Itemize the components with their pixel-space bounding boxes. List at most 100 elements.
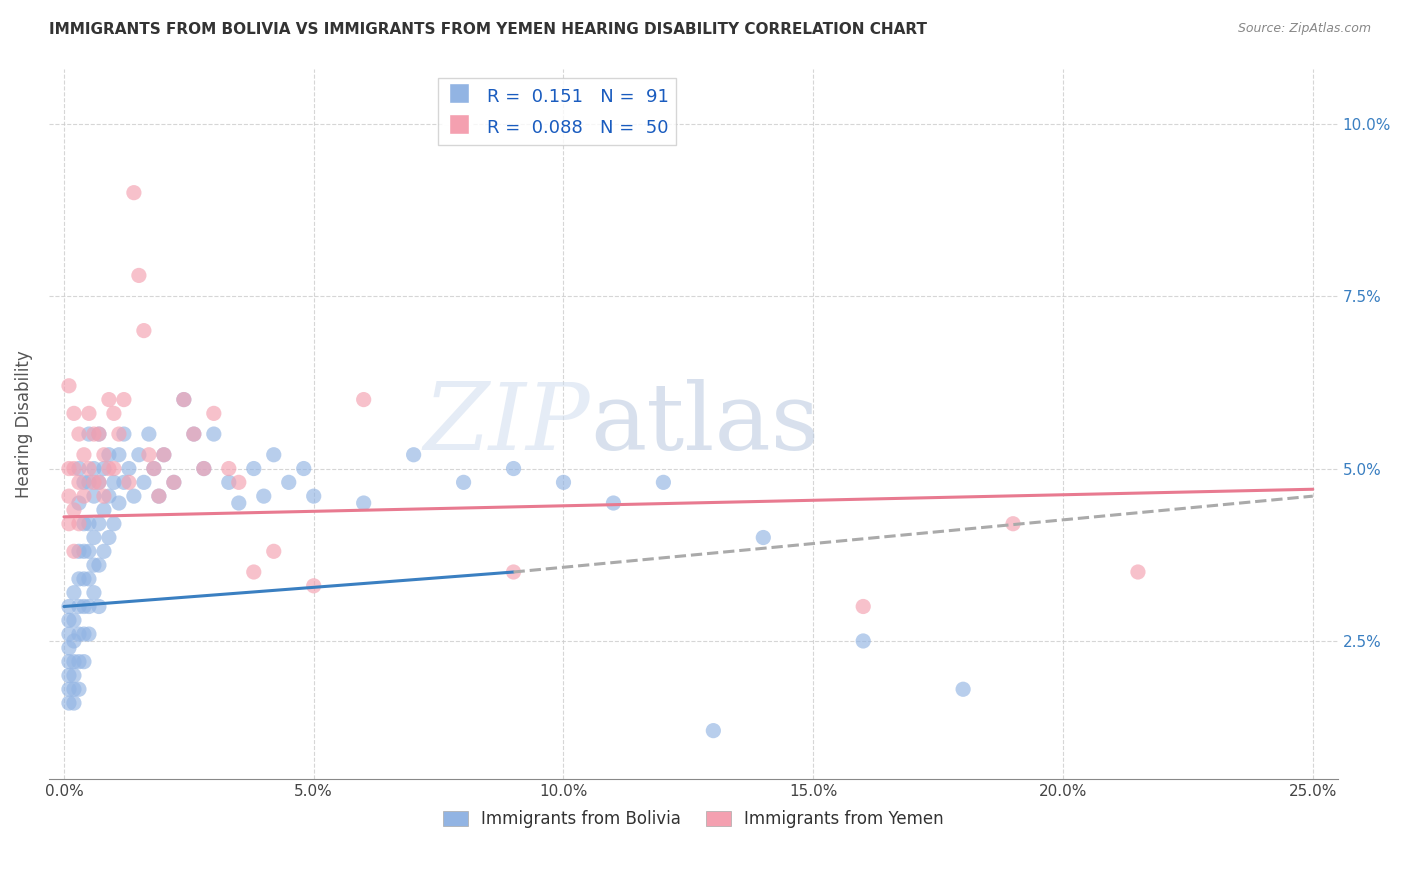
Point [118,461,141,475]
Point [228,475,250,490]
Point [97,448,120,462]
Point [67,496,90,510]
Point [97,489,120,503]
Point [132,475,155,490]
Point [173,392,195,407]
Point [58,668,80,682]
Point [112,427,135,442]
Point [402,448,425,462]
Point [63,461,86,475]
Y-axis label: Hearing Disability: Hearing Disability [15,350,32,498]
Point [58,696,80,710]
Point [218,475,240,490]
Point [63,544,86,558]
Point [77,516,100,531]
Point [292,461,315,475]
Point [242,461,264,475]
Point [87,558,110,573]
Point [97,531,120,545]
Point [218,461,240,475]
Point [67,544,90,558]
Point [302,489,325,503]
Point [63,585,86,599]
Point [63,503,86,517]
Point [183,427,205,442]
Point [83,475,105,490]
Point [952,682,974,697]
Point [73,655,96,669]
Point [253,489,276,503]
Point [67,516,90,531]
Point [83,558,105,573]
Point [148,489,170,503]
Point [852,634,875,648]
Point [93,461,115,475]
Point [138,427,160,442]
Point [73,599,96,614]
Point [128,448,150,462]
Point [153,448,176,462]
Point [63,406,86,420]
Point [852,599,875,614]
Point [153,448,176,462]
Point [112,392,135,407]
Point [93,503,115,517]
Legend: Immigrants from Bolivia, Immigrants from Yemen: Immigrants from Bolivia, Immigrants from… [436,803,950,835]
Point [148,489,170,503]
Point [108,448,131,462]
Point [83,585,105,599]
Point [112,475,135,490]
Point [302,579,325,593]
Point [63,696,86,710]
Point [58,489,80,503]
Point [63,613,86,627]
Point [58,640,80,655]
Point [87,427,110,442]
Point [128,268,150,283]
Point [63,655,86,669]
Point [87,427,110,442]
Point [58,461,80,475]
Point [97,392,120,407]
Point [58,682,80,697]
Point [73,544,96,558]
Point [502,565,524,579]
Point [58,655,80,669]
Point [87,599,110,614]
Point [193,461,215,475]
Point [67,655,90,669]
Point [67,682,90,697]
Point [93,448,115,462]
Point [93,544,115,558]
Point [453,475,475,490]
Point [58,613,80,627]
Text: ZIP: ZIP [423,379,591,468]
Point [202,427,225,442]
Point [263,544,285,558]
Point [87,475,110,490]
Point [103,516,125,531]
Point [73,489,96,503]
Point [67,461,90,475]
Point [58,378,80,392]
Point [63,668,86,682]
Point [73,572,96,586]
Point [67,572,90,586]
Text: Source: ZipAtlas.com: Source: ZipAtlas.com [1237,22,1371,36]
Point [142,461,165,475]
Point [83,489,105,503]
Point [67,475,90,490]
Point [58,627,80,641]
Point [602,496,624,510]
Point [67,599,90,614]
Point [263,448,285,462]
Point [63,634,86,648]
Point [138,448,160,462]
Point [83,461,105,475]
Point [228,496,250,510]
Point [132,324,155,338]
Point [77,627,100,641]
Point [97,461,120,475]
Point [58,516,80,531]
Point [103,406,125,420]
